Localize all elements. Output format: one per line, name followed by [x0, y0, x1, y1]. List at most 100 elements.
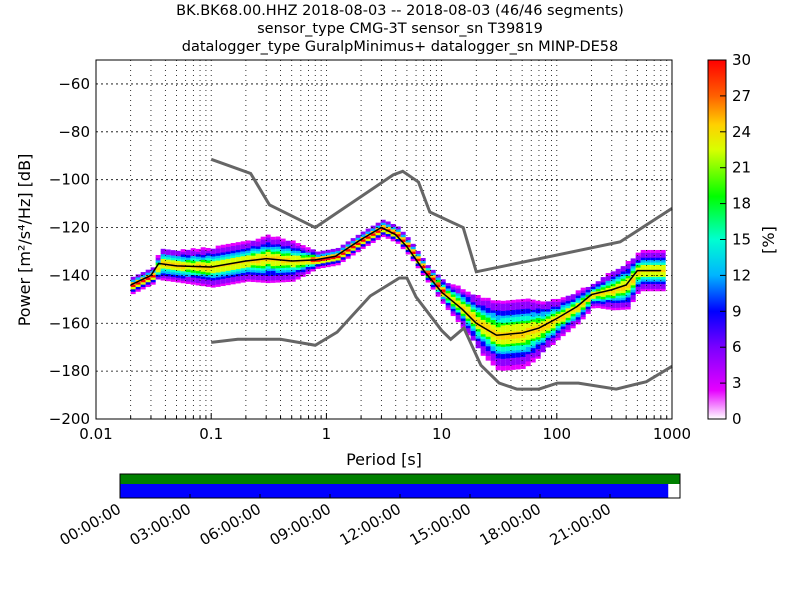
- psd-density-cell: [625, 287, 631, 291]
- psd-density-cell: [455, 295, 461, 299]
- psd-density-cell: [615, 292, 621, 296]
- timeline-label: 09:00:00: [267, 500, 334, 549]
- psd-density-cell: [265, 237, 271, 241]
- psd-density-cell: [575, 311, 581, 315]
- psd-density-cell: [565, 319, 571, 323]
- psd-density-cell: [505, 343, 511, 347]
- psd-density-cell: [245, 247, 251, 251]
- psd-density-cell: [605, 296, 611, 300]
- psd-density-cell: [525, 336, 531, 340]
- psd-density-cell: [390, 223, 396, 227]
- psd-density-cell: [490, 357, 496, 361]
- psd-density-cell: [605, 301, 611, 305]
- psd-density-cell: [500, 322, 506, 326]
- psd-density-cell: [530, 309, 536, 313]
- psd-density-cell: [295, 243, 301, 247]
- psd-density-cell: [645, 288, 651, 292]
- psd-density-cell: [380, 229, 386, 233]
- psd-density-cell: [505, 319, 511, 323]
- psd-density-cell: [510, 302, 516, 306]
- psd-density-cell: [630, 272, 636, 276]
- psd-density-cell: [525, 317, 531, 321]
- psd-density-cell: [500, 329, 506, 333]
- psd-density-cell: [275, 265, 281, 269]
- psd-density-cell: [175, 262, 181, 266]
- psd-density-cell: [485, 309, 491, 313]
- psd-density-cell: [645, 257, 651, 261]
- psd-density-cell: [220, 261, 226, 265]
- psd-density-cell: [495, 355, 501, 359]
- psd-density-cell: [170, 259, 176, 263]
- psd-density-cell: [230, 269, 236, 273]
- psd-density-cell: [485, 350, 491, 354]
- psd-density-cell: [415, 253, 421, 257]
- psd-density-cell: [490, 312, 496, 316]
- psd-density-cell: [495, 326, 501, 330]
- psd-density-cell: [420, 258, 426, 262]
- psd-density-cell: [215, 283, 221, 287]
- psd-density-cell: [575, 292, 581, 296]
- psd-density-cell: [415, 250, 421, 254]
- psd-density-cell: [580, 316, 586, 320]
- psd-density-cell: [485, 307, 491, 311]
- psd-density-cell: [225, 258, 231, 262]
- psd-density-cell: [165, 261, 171, 265]
- psd-density-cell: [525, 341, 531, 345]
- psd-density-cell: [265, 263, 271, 267]
- psd-density-cell: [200, 271, 206, 275]
- psd-density-cell: [445, 285, 451, 289]
- psd-density-cell: [465, 317, 471, 321]
- psd-density-cell: [215, 255, 221, 259]
- psd-density-cell: [200, 263, 206, 267]
- psd-density-cell: [360, 231, 366, 235]
- psd-density-cell: [635, 281, 641, 285]
- timeline-label: 21:00:00: [547, 500, 614, 549]
- psd-density-cell: [170, 269, 176, 273]
- psd-density-cell: [480, 348, 486, 352]
- psd-density-cell: [460, 313, 466, 317]
- psd-density-cell: [150, 274, 156, 278]
- psd-density-cell: [645, 271, 651, 275]
- psd-density-cell: [555, 303, 561, 307]
- psd-density-cell: [185, 269, 191, 273]
- psd-density-cell: [500, 300, 506, 304]
- psd-density-cell: [275, 279, 281, 283]
- psd-density-cell: [505, 350, 511, 354]
- psd-density-cell: [170, 252, 176, 256]
- psd-density-cell: [465, 327, 471, 331]
- psd-density-cell: [195, 270, 201, 274]
- psd-density-cell: [625, 306, 631, 310]
- psd-density-cell: [185, 280, 191, 284]
- psd-density-cell: [465, 291, 471, 295]
- psd-density-cell: [225, 277, 231, 281]
- psd-density-cell: [555, 330, 561, 334]
- psd-density-cell: [270, 270, 276, 274]
- psd-density-cell: [220, 273, 226, 277]
- psd-density-cell: [490, 314, 496, 318]
- psd-density-cell: [435, 291, 441, 295]
- psd-density-cell: [605, 294, 611, 298]
- psd-density-cell: [540, 346, 546, 350]
- psd-density-cell: [475, 330, 481, 334]
- psd-density-cell: [445, 304, 451, 308]
- psd-density-cell: [225, 267, 231, 271]
- psd-density-cell: [220, 280, 226, 284]
- psd-density-cell: [500, 360, 506, 364]
- psd-density-cell: [165, 259, 171, 263]
- psd-density-cell: [545, 339, 551, 343]
- psd-density-cell: [165, 278, 171, 282]
- psd-density-cell: [460, 296, 466, 300]
- psd-density-cell: [315, 261, 321, 265]
- psd-density-cell: [560, 323, 566, 327]
- psd-density-cell: [540, 325, 546, 329]
- psd-density-cell: [235, 270, 241, 274]
- psd-density-cell: [165, 271, 171, 275]
- psd-density-cell: [485, 348, 491, 352]
- psd-density-cell: [450, 296, 456, 300]
- psd-density-cell: [525, 363, 531, 367]
- psd-density-cell: [495, 319, 501, 323]
- psd-density-cell: [220, 244, 226, 248]
- psd-density-cell: [495, 312, 501, 316]
- psd-density-cell: [655, 271, 661, 275]
- psd-density-cell: [290, 242, 296, 246]
